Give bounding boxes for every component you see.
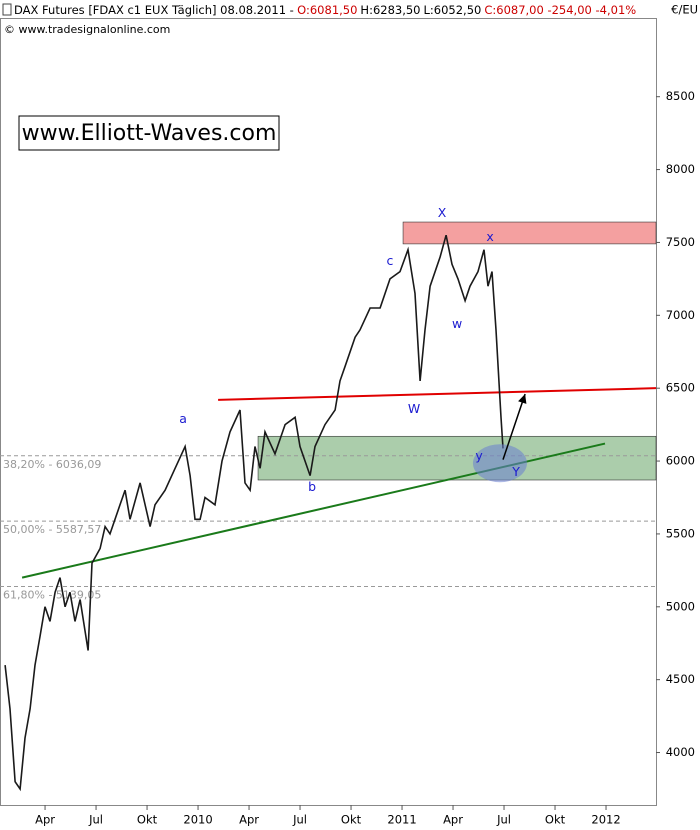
arrow: [502, 393, 526, 460]
y-tick-label: 4000: [666, 745, 695, 759]
x-tick-label: 2010: [183, 813, 212, 827]
header-part: L:6052,50: [424, 3, 482, 17]
wave-label: c: [387, 253, 394, 268]
y-tick-label: 7500: [666, 235, 695, 249]
wave-label: X: [438, 205, 447, 220]
x-tick-label: Okt: [137, 813, 158, 827]
wave-label: x: [486, 229, 493, 244]
y-tick-label: 8000: [666, 162, 695, 176]
y-tick-label: 6500: [666, 381, 695, 395]
x-tick-label: 2012: [591, 813, 620, 827]
fib-label: 61,80% - 5139,05: [3, 589, 101, 602]
fib-label: 50,00% - 5587,57: [3, 523, 101, 536]
plot-frame: [0, 18, 657, 806]
price-line: [4, 234, 504, 792]
y-tick-label: 8500: [666, 89, 695, 103]
x-tick-label: 2011: [387, 813, 416, 827]
wave-label: b: [308, 479, 316, 494]
fib-label: 38,20% - 6036,09: [3, 458, 101, 471]
target-ellipse: [472, 444, 527, 483]
x-tick-label: Apr: [443, 813, 463, 827]
x-tick-label: Apr: [35, 813, 55, 827]
watermark: www.Elliott-Waves.com: [22, 121, 277, 146]
y-tick-label: 5000: [666, 599, 695, 613]
header-icon: [2, 3, 12, 16]
x-tick-label: Jul: [88, 813, 103, 827]
zone: [257, 435, 657, 481]
zone: [402, 221, 657, 245]
wave-label: y: [475, 448, 483, 463]
y-tick-label: 6000: [666, 454, 695, 468]
y-tick-label: 4500: [666, 672, 695, 686]
x-tick-label: Okt: [341, 813, 362, 827]
y-tick-label: 5500: [666, 526, 695, 540]
wave-label: W: [408, 401, 420, 416]
header-part: O:6081,50: [297, 3, 357, 17]
wave-label: a: [179, 411, 187, 426]
x-tick-label: Apr: [239, 813, 259, 827]
source: © www.tradesignalonline.com: [4, 23, 170, 36]
trend-line: [218, 387, 657, 401]
header: DAX Futures [FDAX c1 EUX Täglich] 08.08.…: [14, 3, 636, 17]
header-part: C:6087,00 -254,00 -4,01%: [484, 3, 636, 17]
x-tick-label: Jul: [496, 813, 511, 827]
x-tick-label: Jul: [292, 813, 307, 827]
watermark-box: [18, 115, 280, 151]
header-part: H:6283,50: [360, 3, 420, 17]
header-part: DAX Futures [FDAX c1 EUX Täglich] 08.08.…: [14, 3, 294, 17]
wave-label: Y: [511, 464, 520, 479]
y-unit: €/EU: [671, 3, 698, 17]
arrow-head: [518, 394, 527, 404]
x-tick-label: Okt: [545, 813, 566, 827]
wave-label: w: [452, 316, 462, 331]
y-tick-label: 7000: [666, 308, 695, 322]
